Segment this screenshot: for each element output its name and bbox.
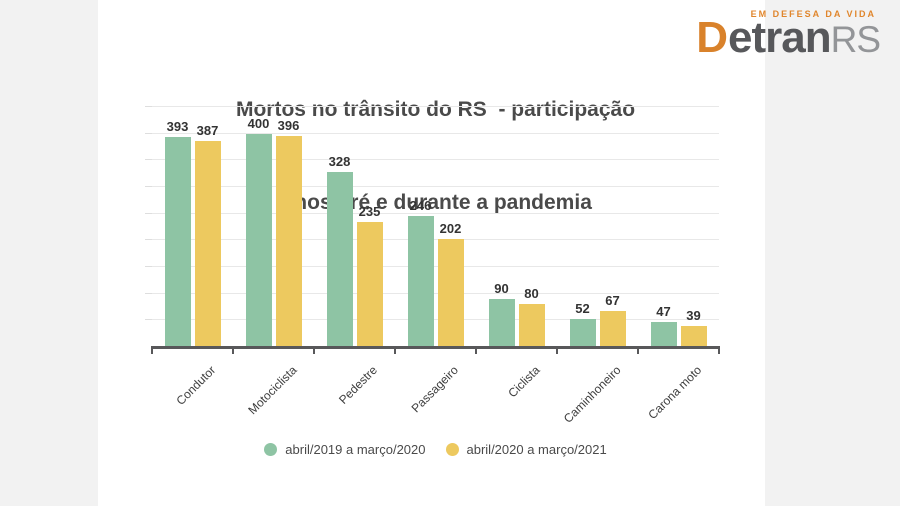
- logo-wordmark: DetranRS: [696, 13, 881, 62]
- bar-pedestre-series2: [356, 221, 383, 347]
- legend-dot-2: [445, 443, 459, 456]
- gridline-100: [152, 292, 719, 294]
- bar-value-label: 52: [575, 301, 590, 317]
- bar-value-label: 246: [409, 197, 432, 213]
- y-tick-450: [145, 106, 152, 107]
- bar-value-label: 202: [439, 221, 462, 237]
- gridline-200: [152, 239, 719, 241]
- bar-chart-plot-area: 393 387 400 396 328 235 246 202 90 80 52 67 47 39: [145, 106, 720, 354]
- y-tick-100: [145, 292, 152, 294]
- x-tick-5: [556, 347, 558, 354]
- chart-title-line1: Mortos no trânsito do RS - participação: [235, 98, 636, 121]
- chart-title: Mortos no trânsito do RS - participação …: [152, 32, 719, 280]
- logo-rs: RS: [830, 19, 881, 60]
- bar-ciclista-series1: [488, 299, 515, 347]
- x-axis-label-ciclista: Ciclista: [505, 363, 543, 401]
- x-axis-label-motociclista: Motociclista: [245, 363, 300, 418]
- bar-passageiro-series2: [437, 239, 464, 347]
- bar-motociclista-series1: [245, 133, 272, 347]
- bar-value-label: 396: [277, 117, 300, 133]
- chart-legend: abril/2019 a março/2020 abril/2020 a març…: [152, 442, 719, 457]
- bar-condutor-series1: [164, 137, 191, 347]
- legend-dot-1: [264, 443, 278, 456]
- bar-value-label: 393: [166, 119, 189, 135]
- bar-carona-moto-series1: [650, 321, 677, 347]
- x-tick-4: [475, 347, 477, 354]
- bar-value-label: 235: [358, 203, 381, 219]
- x-tick-1: [232, 347, 234, 354]
- bar-pedestre-series1: [326, 172, 353, 347]
- gridline-400: [152, 132, 719, 134]
- y-tick-250: [145, 212, 152, 214]
- legend-label-1: abril/2019 a março/2020: [285, 442, 426, 457]
- bar-value-label: 47: [656, 303, 671, 319]
- legend-item-2: abril/2020 a março/2021: [445, 442, 607, 457]
- bar-value-label: 328: [328, 154, 351, 170]
- x-axis-label-carona-moto: Carona moto: [645, 363, 705, 422]
- x-axis-label-pedestre: Pedestre: [336, 363, 381, 407]
- x-axis-line: [151, 346, 720, 349]
- x-axis-label-condutor: Condutor: [173, 363, 219, 408]
- logo-etran: etran: [728, 13, 832, 62]
- x-tick-0: [151, 347, 153, 354]
- y-tick-350: [145, 159, 152, 161]
- bar-value-label: 90: [494, 281, 509, 296]
- gridline-50: [152, 319, 719, 321]
- bar-carona-moto-series2: [680, 326, 707, 347]
- bar-passageiro-series1: [407, 215, 434, 347]
- gridline-350: [152, 159, 719, 161]
- gridline-150: [152, 266, 719, 267]
- bar-value-label: 39: [686, 308, 701, 324]
- gridline-250: [152, 212, 719, 214]
- bar-value-label: 67: [605, 293, 620, 309]
- bar-ciclista-series2: [518, 304, 545, 347]
- y-tick-300: [145, 186, 152, 187]
- bar-value-label: 387: [196, 122, 219, 138]
- x-tick-7: [718, 347, 720, 354]
- y-tick-50: [145, 319, 152, 321]
- x-axis-labels: Condutor Motociclista Pedestre Passageiro Ci…: [152, 349, 719, 426]
- bar-condutor-series2: [194, 140, 221, 347]
- bar-value-label: 400: [247, 115, 270, 131]
- x-tick-3: [394, 347, 396, 354]
- detran-rs-logo: EM DEFESA DA VIDA DetranRS: [696, 6, 881, 62]
- gridline-450: [152, 106, 719, 107]
- bar-caminhoneiro-series2: [599, 311, 626, 347]
- x-tick-2: [313, 347, 315, 354]
- x-axis-label-passageiro: Passageiro: [409, 363, 462, 416]
- logo-letter-d: D: [696, 13, 728, 62]
- x-axis-label-caminhoneiro: Caminhoneiro: [560, 363, 624, 426]
- bar-motociclista-series2: [275, 135, 302, 347]
- logo-tagline: EM DEFESA DA VIDA: [750, 9, 876, 19]
- y-tick-200: [145, 239, 152, 241]
- legend-label-2: abril/2020 a março/2021: [466, 442, 607, 457]
- y-tick-150: [145, 266, 152, 267]
- bar-value-label: 80: [524, 286, 539, 302]
- gridline-300: [152, 186, 719, 187]
- x-tick-6: [637, 347, 639, 354]
- y-tick-400: [145, 132, 152, 134]
- legend-item-1: abril/2019 a março/2020: [264, 442, 426, 457]
- bar-caminhoneiro-series1: [569, 319, 596, 347]
